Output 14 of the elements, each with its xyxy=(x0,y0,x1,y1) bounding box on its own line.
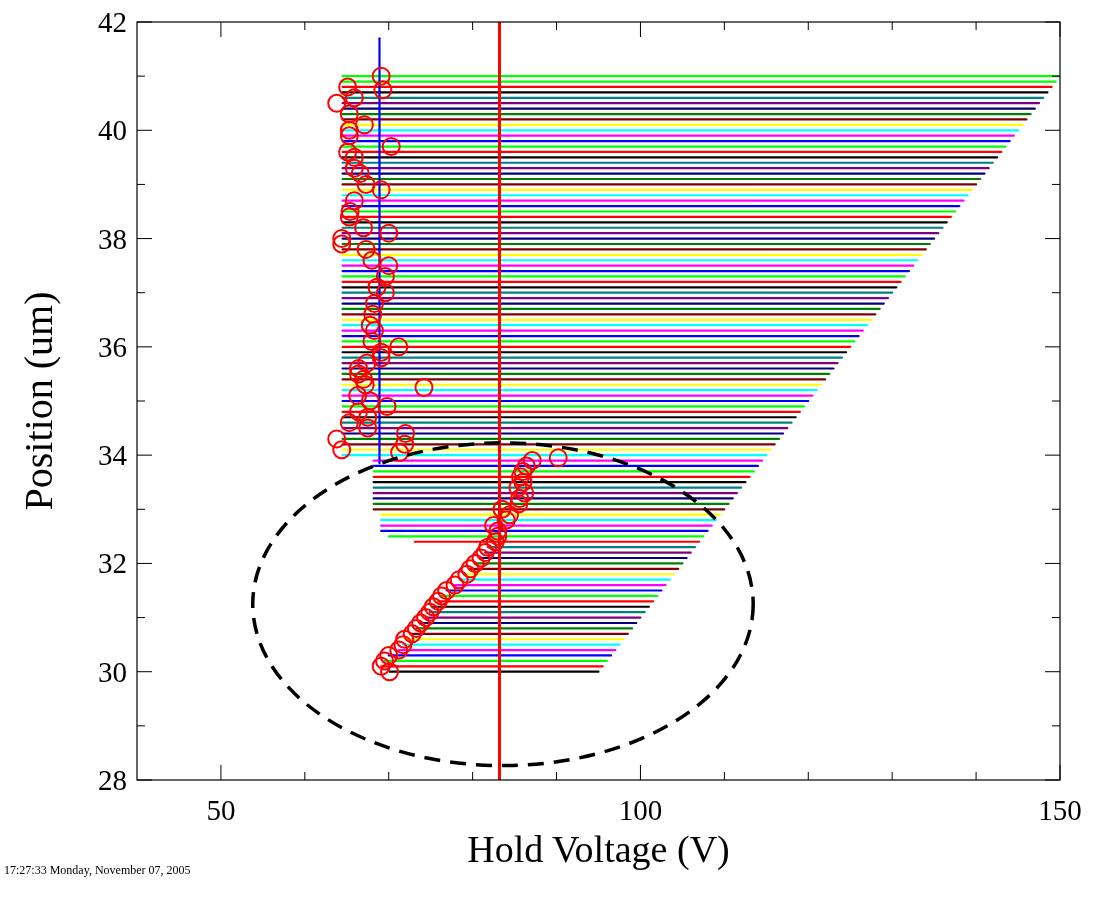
y-tick-label: 34 xyxy=(98,439,128,472)
x-tick-label: 100 xyxy=(618,794,663,826)
x-axis-title: Hold Voltage (V) xyxy=(467,828,730,871)
y-tick-label: 42 xyxy=(98,6,127,38)
x-tick-label: 150 xyxy=(1038,794,1082,826)
y-tick-label: 40 xyxy=(98,114,127,147)
x-tick-label: 50 xyxy=(206,794,236,826)
y-tick-label: 32 xyxy=(98,547,127,580)
y-tick-label: 28 xyxy=(98,764,127,796)
y-axis-title: Position (um) xyxy=(16,291,61,511)
y-tick-label: 30 xyxy=(98,655,127,688)
y-tick-label: 36 xyxy=(98,330,127,363)
text: 17:27:33 Monday, November 07, 2005 xyxy=(4,863,191,877)
y-tick-label: 38 xyxy=(98,222,127,255)
